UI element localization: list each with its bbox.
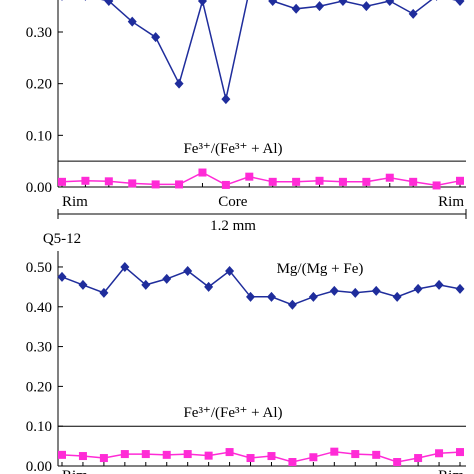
- marker: [183, 265, 193, 276]
- marker: [266, 291, 276, 302]
- marker: [362, 177, 371, 186]
- x-tick-label: Rim: [438, 468, 464, 474]
- marker: [84, 0, 87, 1]
- marker: [330, 447, 339, 456]
- marker: [78, 452, 87, 461]
- marker: [350, 287, 360, 298]
- y-tick-label: 0.10: [26, 128, 52, 144]
- panel-title: Q5-12: [43, 231, 81, 247]
- marker: [267, 452, 276, 461]
- marker: [246, 291, 256, 302]
- marker: [408, 8, 418, 19]
- marker: [288, 458, 297, 467]
- marker: [292, 177, 301, 186]
- marker: [315, 1, 325, 12]
- marker: [385, 0, 395, 6]
- marker: [392, 291, 402, 302]
- marker: [435, 0, 438, 1]
- marker: [57, 271, 67, 282]
- marker: [291, 3, 301, 14]
- annotation: 1.2 mm: [210, 218, 256, 234]
- marker: [268, 177, 277, 186]
- marker: [338, 177, 347, 186]
- marker: [456, 448, 464, 457]
- marker: [204, 451, 213, 460]
- marker: [175, 180, 184, 189]
- series-line: [61, 171, 461, 187]
- y-tick-label: 0.30: [26, 25, 52, 41]
- series-line: [61, 265, 461, 306]
- marker: [174, 78, 184, 89]
- marker: [409, 177, 418, 186]
- marker: [99, 454, 108, 463]
- y-tick-label: 0.00: [26, 180, 52, 196]
- marker: [204, 281, 214, 292]
- marker: [456, 176, 464, 185]
- marker: [246, 454, 255, 463]
- series-line: [100, 0, 461, 100]
- marker: [183, 450, 192, 459]
- marker: [338, 0, 348, 6]
- marker: [287, 299, 297, 310]
- marker: [245, 172, 254, 181]
- y-tick-label: 0.40: [26, 300, 52, 316]
- annotation: Fe³⁺/(Fe³⁺ + Al): [183, 405, 282, 421]
- marker: [120, 450, 129, 459]
- marker: [385, 173, 394, 182]
- marker: [329, 285, 339, 296]
- marker: [61, 0, 63, 1]
- marker: [127, 16, 137, 27]
- marker: [151, 32, 161, 43]
- marker: [413, 283, 423, 294]
- marker: [120, 261, 130, 272]
- marker: [435, 449, 444, 458]
- marker: [162, 450, 171, 459]
- marker: [104, 177, 113, 186]
- marker: [197, 0, 207, 6]
- marker: [308, 291, 318, 302]
- marker: [58, 450, 66, 459]
- marker: [198, 168, 207, 177]
- annotation: Mg/(Mg + Fe): [277, 261, 364, 277]
- marker: [455, 283, 465, 294]
- marker: [99, 287, 109, 298]
- marker: [78, 279, 88, 290]
- marker: [225, 265, 235, 276]
- marker: [455, 0, 465, 6]
- marker: [141, 279, 151, 290]
- y-tick-label: 0.30: [26, 340, 52, 356]
- marker: [225, 448, 234, 457]
- y-tick-label: 0.20: [26, 379, 52, 395]
- marker: [432, 181, 441, 190]
- marker: [361, 1, 371, 12]
- marker: [81, 176, 90, 185]
- marker: [151, 180, 160, 189]
- y-tick-label: 0.50: [26, 260, 52, 276]
- annotation: Fe³⁺/(Fe³⁺ + Al): [183, 141, 282, 157]
- marker: [162, 273, 172, 284]
- marker: [371, 285, 381, 296]
- marker: [351, 450, 360, 459]
- marker: [414, 454, 423, 463]
- y-tick-label: 0.10: [26, 419, 52, 435]
- x-tick-label: Rim: [62, 194, 88, 210]
- marker: [309, 453, 318, 462]
- marker: [268, 0, 278, 6]
- marker: [434, 279, 444, 290]
- y-tick-label: 0.00: [26, 459, 52, 474]
- x-tick-label: Rim: [62, 468, 88, 474]
- marker: [393, 458, 402, 467]
- marker: [58, 177, 66, 186]
- marker: [128, 179, 137, 188]
- x-tick-label: Core: [218, 194, 248, 210]
- marker: [315, 176, 324, 185]
- marker: [221, 94, 231, 105]
- marker: [141, 450, 150, 459]
- marker: [372, 450, 381, 459]
- marker: [221, 180, 230, 189]
- y-tick-label: 0.20: [26, 77, 52, 93]
- x-tick-label: Rim: [438, 194, 464, 210]
- marker: [104, 0, 114, 6]
